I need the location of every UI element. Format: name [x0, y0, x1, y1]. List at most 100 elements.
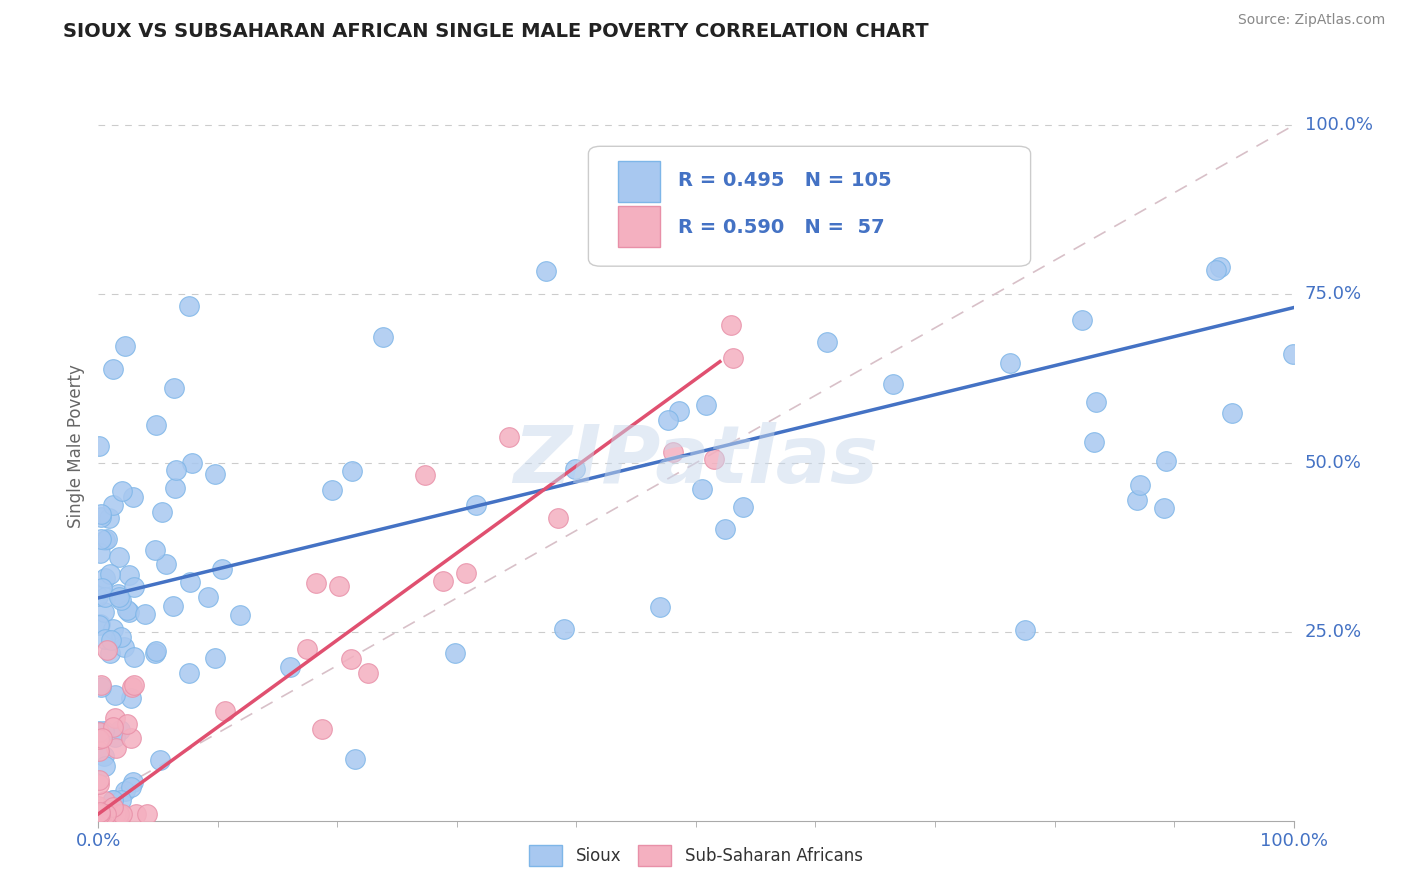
Point — [1153, 500, 1175, 515]
Point — [163, 381, 186, 395]
Point — [1071, 313, 1094, 327]
Point — [179, 575, 201, 590]
Point — [108, 806, 131, 821]
Point — [498, 430, 520, 444]
Point — [108, 806, 131, 821]
Point — [104, 711, 127, 725]
Point — [89, 806, 111, 821]
Point — [101, 799, 124, 814]
Y-axis label: Single Male Poverty: Single Male Poverty — [66, 364, 84, 528]
Point — [177, 665, 200, 680]
Point — [104, 741, 127, 756]
Point — [229, 608, 252, 623]
Point — [101, 793, 124, 807]
Point — [90, 509, 112, 524]
Point — [120, 780, 142, 795]
Point — [108, 723, 131, 737]
Point — [98, 646, 121, 660]
Point — [1205, 262, 1227, 277]
Point — [371, 330, 394, 344]
Point — [328, 579, 350, 593]
Point — [110, 592, 132, 607]
Point — [87, 725, 110, 739]
Point — [114, 784, 136, 798]
FancyBboxPatch shape — [589, 146, 1031, 266]
Point — [181, 456, 204, 470]
Point — [101, 361, 124, 376]
Point — [120, 691, 142, 706]
Point — [121, 680, 143, 694]
Point — [145, 417, 167, 432]
Point — [690, 482, 713, 496]
Point — [1154, 454, 1177, 468]
Point — [87, 590, 110, 604]
Point — [108, 550, 131, 565]
Point — [444, 647, 467, 661]
Point — [89, 744, 111, 758]
Text: ZIPatlas: ZIPatlas — [513, 422, 879, 500]
Point — [120, 731, 142, 746]
Point — [721, 351, 744, 366]
Point — [122, 678, 145, 692]
Bar — [619, 206, 661, 247]
Point — [87, 799, 110, 814]
Point — [90, 678, 112, 692]
Point — [135, 806, 157, 821]
Point — [122, 650, 145, 665]
Point — [107, 587, 129, 601]
Point — [945, 202, 967, 216]
Point — [101, 498, 124, 512]
Point — [657, 413, 679, 427]
Point — [943, 186, 966, 200]
Text: 100.0%: 100.0% — [1305, 116, 1372, 135]
Point — [94, 533, 117, 547]
Text: 50.0%: 50.0% — [1305, 454, 1361, 472]
Point — [90, 806, 112, 821]
Point — [204, 651, 226, 665]
Point — [90, 806, 112, 821]
Point — [94, 759, 117, 773]
Point — [90, 532, 112, 546]
Point — [94, 571, 117, 585]
Point — [125, 806, 148, 821]
Point — [295, 642, 318, 657]
Point — [93, 794, 115, 808]
Point — [695, 398, 717, 412]
Point — [90, 508, 112, 522]
Text: 25.0%: 25.0% — [1305, 623, 1362, 640]
Point — [900, 225, 922, 239]
Point — [90, 806, 112, 821]
Point — [104, 688, 127, 702]
Point — [87, 439, 110, 453]
Point — [145, 644, 167, 658]
Point — [145, 646, 167, 660]
Point — [122, 775, 145, 789]
Point — [101, 623, 124, 637]
Point — [118, 568, 141, 582]
Point — [105, 806, 128, 821]
Point — [149, 753, 172, 767]
Point — [111, 484, 134, 499]
Point — [714, 522, 737, 536]
Point — [93, 724, 115, 739]
Point — [87, 772, 110, 787]
Point — [882, 376, 904, 391]
Point — [110, 793, 132, 807]
Point — [648, 599, 671, 614]
Point — [413, 468, 436, 483]
Point — [143, 543, 166, 558]
Bar — [619, 161, 661, 202]
Point — [98, 511, 121, 525]
Point — [87, 777, 110, 791]
Point — [162, 599, 184, 614]
Point — [311, 723, 333, 737]
Point — [211, 562, 233, 576]
Point — [720, 318, 742, 332]
Point — [1129, 478, 1152, 492]
Point — [118, 605, 141, 619]
Point — [357, 666, 380, 681]
Point — [661, 444, 683, 458]
Point — [87, 724, 110, 739]
Point — [204, 467, 226, 481]
Point — [98, 803, 121, 817]
